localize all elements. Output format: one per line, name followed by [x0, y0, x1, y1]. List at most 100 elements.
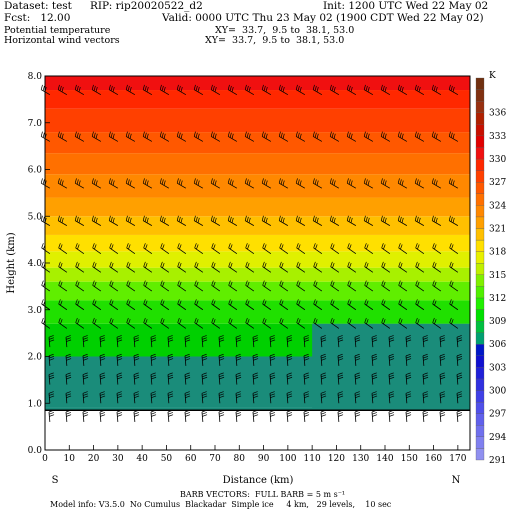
barb-feather	[66, 376, 72, 380]
barb-feather	[399, 85, 402, 91]
valid-label: Valid: 0000 UTC Thu 23 May 02 (1900 CDT …	[162, 12, 484, 24]
barb-feather	[296, 261, 299, 267]
barb-feather	[94, 263, 97, 268]
barb-staff	[109, 266, 119, 273]
wind-barb	[109, 280, 119, 292]
wind-barb	[381, 317, 391, 329]
barb-staff	[397, 136, 408, 142]
barb-feather	[185, 339, 191, 342]
barb-staff	[337, 355, 340, 366]
barb-feather	[366, 300, 369, 306]
wind-barb	[364, 299, 374, 311]
barb-feather	[210, 215, 213, 221]
field1-xy-label: XY= 33.7, 9.5 to 38.1, 53.0	[215, 25, 355, 36]
barb-feather	[143, 317, 146, 323]
theta-band-11	[45, 153, 470, 175]
barb-feather	[417, 263, 420, 268]
wind-barb	[109, 299, 119, 311]
barb-feather	[151, 376, 157, 380]
wind-barb	[329, 84, 340, 96]
barb-feather	[372, 376, 378, 380]
fcst-label: Fcst: 12.00	[4, 12, 71, 24]
barb-feather	[202, 393, 207, 396]
barb-feather	[265, 217, 268, 223]
barb-feather	[303, 372, 309, 375]
barb-feather	[151, 358, 157, 361]
barb-staff	[346, 89, 357, 96]
wind-barb	[228, 243, 238, 254]
barb-staff	[48, 411, 51, 422]
wind-barb	[371, 409, 378, 422]
barb-staff	[261, 220, 272, 226]
barb-feather	[168, 376, 174, 380]
wind-barb	[99, 335, 106, 348]
theta-band-10	[45, 174, 470, 198]
barb-staff	[278, 220, 289, 226]
barb-feather	[76, 132, 79, 138]
barb-feather	[431, 178, 434, 184]
barb-feather	[58, 261, 61, 267]
barb-staff	[363, 182, 374, 189]
barb-staff	[201, 411, 204, 422]
barb-staff	[116, 411, 119, 422]
barb-staff	[82, 393, 85, 404]
wind-barb	[295, 215, 306, 226]
barb-staff	[218, 374, 221, 385]
wind-barb	[354, 335, 361, 348]
barb-feather	[117, 393, 122, 396]
barb-feather	[61, 133, 64, 139]
barb-staff	[65, 337, 68, 348]
barb-feather	[193, 84, 196, 90]
wind-barb	[278, 178, 289, 189]
barb-feather	[99, 372, 105, 375]
wind-barb	[99, 391, 106, 404]
barb-feather	[57, 131, 60, 137]
barb-feather	[264, 319, 267, 325]
barb-staff	[269, 411, 272, 422]
barb-feather	[263, 85, 266, 91]
barb-feather	[49, 374, 54, 378]
barb-staff	[57, 182, 68, 189]
wind-barb	[449, 261, 459, 273]
barb-staff	[329, 89, 340, 96]
wind-barb	[184, 409, 191, 422]
barb-feather	[100, 376, 106, 380]
theta-band-6	[45, 251, 470, 268]
barb-feather	[363, 215, 366, 221]
wind-barb	[329, 178, 340, 189]
barb-feather	[389, 339, 395, 342]
barb-staff	[159, 182, 170, 189]
barb-feather	[433, 85, 436, 91]
barb-staff	[48, 355, 51, 366]
barb-feather	[42, 216, 45, 222]
barb-feather	[134, 339, 140, 342]
barb-staff	[235, 411, 238, 422]
wind-barb	[228, 261, 238, 273]
barb-feather	[78, 133, 81, 139]
wind-barb	[405, 409, 412, 422]
barb-staff	[414, 136, 425, 142]
barb-feather	[383, 300, 386, 306]
wind-barb	[57, 131, 68, 142]
wind-barb	[330, 261, 340, 273]
x-tick-label: 140	[376, 454, 393, 464]
barb-feather	[143, 243, 146, 249]
theta-band-5	[45, 267, 470, 282]
barb-feather	[440, 337, 445, 340]
barb-feather	[440, 395, 446, 399]
wind-barb	[313, 243, 323, 254]
wind-barb	[415, 317, 425, 329]
wind-barb	[371, 353, 378, 366]
barb-feather	[108, 215, 111, 221]
barb-feather	[91, 178, 94, 184]
barb-feather	[253, 393, 258, 396]
wind-barb	[449, 317, 459, 329]
wind-barb	[432, 299, 442, 311]
barb-staff	[330, 266, 340, 273]
barb-feather	[333, 180, 336, 186]
barb-staff	[354, 337, 357, 348]
barb-feather	[372, 393, 377, 396]
barb-feather	[383, 244, 386, 250]
barb-feather	[367, 217, 370, 223]
barb-staff	[99, 355, 102, 366]
